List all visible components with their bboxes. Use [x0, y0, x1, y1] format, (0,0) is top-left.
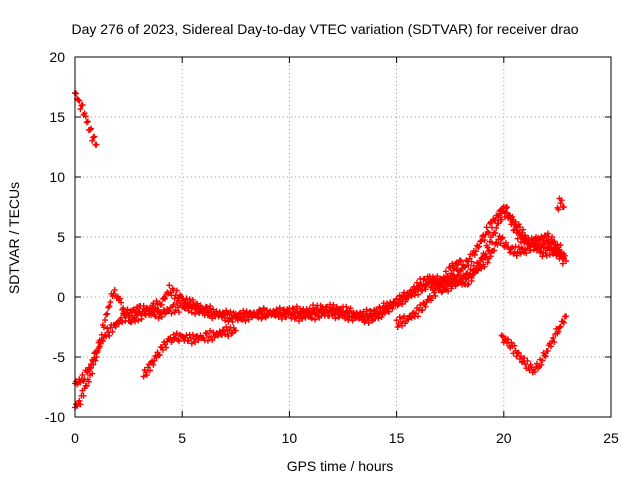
- x-tick-label: 20: [496, 430, 512, 446]
- series-arc-g: [554, 195, 567, 213]
- point-markers: [554, 195, 567, 213]
- point-markers: [393, 257, 464, 330]
- series-arc-h: [498, 313, 569, 376]
- x-tick-label: 5: [178, 430, 186, 446]
- x-tick-label: 25: [603, 430, 619, 446]
- data-points: [72, 90, 569, 411]
- y-tick-label: 5: [57, 229, 65, 245]
- y-axis-label: SDTVAR / TECUs: [6, 182, 22, 294]
- x-tick-label: 0: [71, 430, 79, 446]
- point-markers: [436, 233, 569, 296]
- plot-frame: [74, 56, 612, 418]
- y-tick-label: 15: [49, 109, 65, 125]
- y-tick-label: -5: [53, 349, 66, 365]
- x-tick-label: 15: [389, 430, 405, 446]
- y-tick-label: 0: [57, 289, 65, 305]
- point-markers: [498, 313, 569, 376]
- point-markers: [72, 90, 100, 148]
- series-arc-f: [436, 233, 569, 296]
- chart-title: Day 276 of 2023, Sidereal Day-to-day VTE…: [71, 21, 578, 37]
- x-tick-label: 10: [282, 430, 298, 446]
- y-tick-label: 10: [49, 169, 65, 185]
- grid: [75, 57, 611, 417]
- series-arc-e: [393, 257, 464, 330]
- series-arc-a: [72, 90, 100, 148]
- series-arc-c: [72, 204, 567, 388]
- point-markers: [72, 204, 567, 388]
- y-tick-label: -10: [45, 409, 65, 425]
- y-tick-label: 20: [49, 49, 65, 65]
- x-axis-label: GPS time / hours: [287, 458, 394, 474]
- series-arc-d: [140, 324, 239, 380]
- point-markers: [140, 324, 239, 380]
